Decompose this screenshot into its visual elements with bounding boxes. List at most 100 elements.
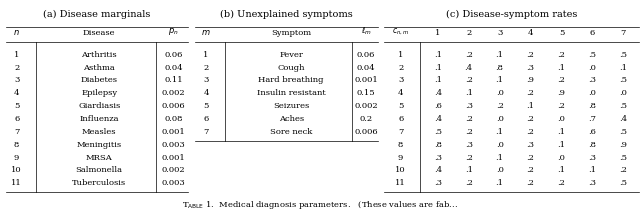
Text: T$_{\sf ABLE}$ 1.  Medical diagnosis parameters.   (These values are fab...: T$_{\sf ABLE}$ 1. Medical diagnosis para… [182, 199, 458, 211]
Text: 1: 1 [204, 51, 209, 59]
Text: 6: 6 [14, 115, 19, 123]
Text: .5: .5 [620, 102, 627, 110]
Text: 1: 1 [435, 29, 440, 37]
Text: Fever: Fever [279, 51, 303, 59]
Text: .2: .2 [527, 51, 534, 59]
Text: 3: 3 [14, 76, 19, 84]
Text: .4: .4 [465, 64, 473, 72]
Text: .0: .0 [620, 89, 627, 97]
Text: .2: .2 [557, 179, 565, 187]
Text: 9: 9 [14, 154, 19, 162]
Text: 7: 7 [14, 128, 19, 136]
Text: 0.06: 0.06 [164, 51, 182, 59]
Text: Meningitis: Meningitis [77, 141, 122, 149]
Text: 0.006: 0.006 [162, 102, 185, 110]
Text: 0.001: 0.001 [161, 128, 186, 136]
Text: .2: .2 [465, 115, 473, 123]
Text: $\ell_m$: $\ell_m$ [360, 25, 372, 37]
Text: .1: .1 [527, 102, 534, 110]
Text: .5: .5 [588, 51, 596, 59]
Text: 7: 7 [398, 128, 403, 136]
Text: .3: .3 [434, 154, 442, 162]
Text: 4: 4 [398, 89, 403, 97]
Text: 0.002: 0.002 [162, 166, 185, 174]
Text: 2: 2 [204, 64, 209, 72]
Text: Seizures: Seizures [273, 102, 309, 110]
Text: 0.08: 0.08 [164, 115, 182, 123]
Text: 11: 11 [12, 179, 22, 187]
Text: 6: 6 [398, 115, 403, 123]
Text: .2: .2 [527, 166, 534, 174]
Text: .1: .1 [434, 76, 442, 84]
Text: .8: .8 [588, 102, 596, 110]
Text: .5: .5 [620, 154, 627, 162]
Text: $c_{n,m}$: $c_{n,m}$ [392, 27, 409, 37]
Text: Epilepsy: Epilepsy [81, 89, 117, 97]
Text: .2: .2 [465, 179, 473, 187]
Text: .3: .3 [527, 141, 534, 149]
Text: 0.006: 0.006 [355, 128, 378, 136]
Text: $m$: $m$ [202, 28, 211, 37]
Text: $p_n$: $p_n$ [168, 26, 179, 37]
Text: 0.002: 0.002 [355, 102, 378, 110]
Text: .2: .2 [557, 102, 565, 110]
Text: .2: .2 [557, 51, 565, 59]
Text: .3: .3 [588, 154, 596, 162]
Text: .8: .8 [495, 64, 504, 72]
Text: 0.001: 0.001 [161, 154, 186, 162]
Text: .7: .7 [588, 115, 596, 123]
Text: 5: 5 [559, 29, 564, 37]
Text: .9: .9 [620, 141, 627, 149]
Text: .2: .2 [465, 76, 473, 84]
Text: .1: .1 [465, 89, 473, 97]
Text: (a) Disease marginals: (a) Disease marginals [44, 9, 150, 19]
Text: 5: 5 [204, 102, 209, 110]
Text: 4: 4 [14, 89, 19, 97]
Text: .2: .2 [527, 179, 534, 187]
Text: .0: .0 [496, 141, 504, 149]
Text: .9: .9 [557, 89, 566, 97]
Text: .1: .1 [434, 64, 442, 72]
Text: 8: 8 [398, 141, 403, 149]
Text: .2: .2 [465, 154, 473, 162]
Text: .4: .4 [434, 89, 442, 97]
Text: .2: .2 [465, 51, 473, 59]
Text: 1: 1 [14, 51, 19, 59]
Text: 10: 10 [12, 166, 22, 174]
Text: 6: 6 [589, 29, 595, 37]
Text: .3: .3 [527, 64, 534, 72]
Text: .0: .0 [588, 64, 596, 72]
Text: .1: .1 [557, 64, 566, 72]
Text: .3: .3 [588, 76, 596, 84]
Text: .4: .4 [620, 115, 627, 123]
Text: 0.04: 0.04 [356, 64, 376, 72]
Text: 11: 11 [396, 179, 406, 187]
Text: .5: .5 [620, 179, 627, 187]
Text: Disease: Disease [83, 29, 115, 37]
Text: 4: 4 [528, 29, 533, 37]
Text: .5: .5 [434, 128, 442, 136]
Text: .1: .1 [495, 154, 504, 162]
Text: .0: .0 [557, 154, 565, 162]
Text: Cough: Cough [278, 64, 305, 72]
Text: 0.11: 0.11 [164, 76, 183, 84]
Text: .2: .2 [527, 89, 534, 97]
Text: 3: 3 [497, 29, 502, 37]
Text: Aches: Aches [278, 115, 304, 123]
Text: .1: .1 [620, 64, 627, 72]
Text: .2: .2 [527, 154, 534, 162]
Text: .3: .3 [465, 102, 473, 110]
Text: .2: .2 [620, 166, 627, 174]
Text: .0: .0 [496, 166, 504, 174]
Text: 2: 2 [398, 64, 403, 72]
Text: .0: .0 [557, 115, 565, 123]
Text: .3: .3 [434, 179, 442, 187]
Text: .5: .5 [620, 128, 627, 136]
Text: .4: .4 [434, 115, 442, 123]
Text: .6: .6 [588, 128, 596, 136]
Text: .2: .2 [496, 102, 504, 110]
Text: .1: .1 [465, 166, 473, 174]
Text: .0: .0 [496, 115, 504, 123]
Text: Salmonella: Salmonella [76, 166, 123, 174]
Text: MRSA: MRSA [86, 154, 113, 162]
